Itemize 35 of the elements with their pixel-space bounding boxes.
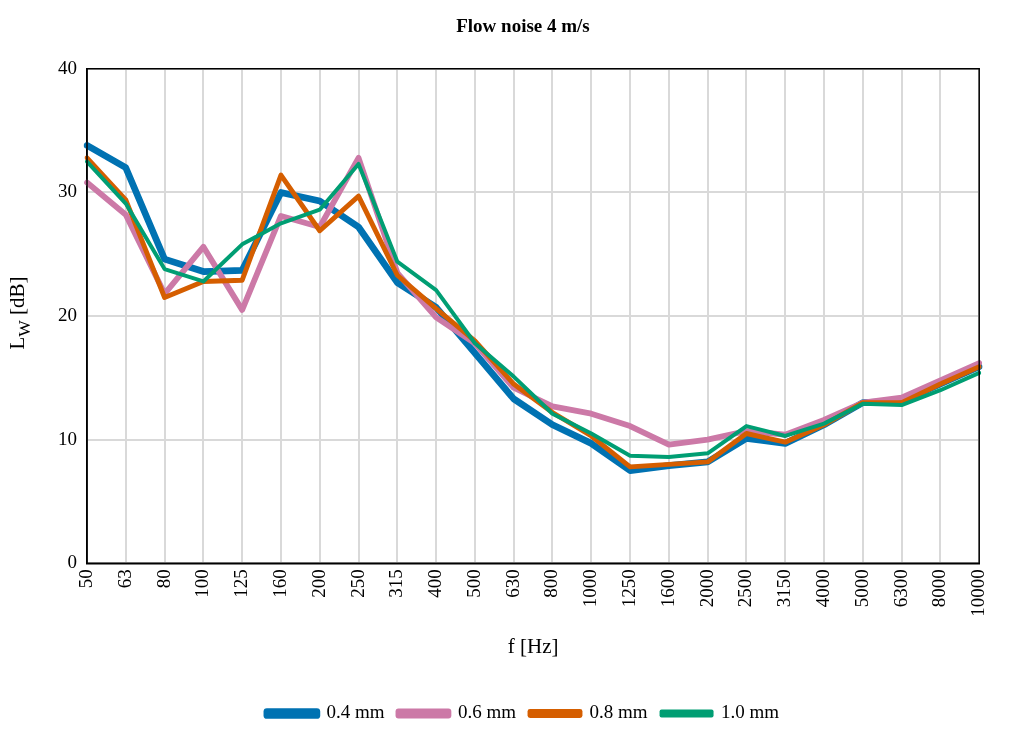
legend-label: 0.8 mm xyxy=(589,701,648,723)
y-tick-label: 20 xyxy=(58,304,77,326)
x-tick-label: 100 xyxy=(191,569,213,598)
chart-title: Flow noise 4 m/s xyxy=(456,15,590,37)
x-tick-label: 50 xyxy=(74,569,96,589)
x-tick-label: 1250 xyxy=(618,569,640,608)
legend-label: 0.4 mm xyxy=(326,701,385,723)
x-tick-label: 160 xyxy=(268,569,290,598)
x-tick-label: 800 xyxy=(540,569,562,598)
x-tick-label: 1000 xyxy=(579,569,601,608)
x-tick-label: 8000 xyxy=(928,569,950,608)
y-tick-label: 40 xyxy=(58,56,77,78)
legend-label: 1.0 mm xyxy=(721,701,780,723)
x-tick-label: 125 xyxy=(230,569,252,598)
x-tick-label: 80 xyxy=(152,569,174,589)
x-tick-label: 2500 xyxy=(734,569,756,608)
x-tick-label: 500 xyxy=(462,569,484,598)
x-tick-label: 6300 xyxy=(889,569,911,608)
x-tick-label: 5000 xyxy=(850,569,872,608)
x-tick-label: 250 xyxy=(346,569,368,598)
y-tick-label: 0 xyxy=(67,551,77,573)
x-tick-label: 3150 xyxy=(773,569,795,608)
x-tick-label: 400 xyxy=(424,569,446,598)
x-axis-title: f [Hz] xyxy=(507,633,559,658)
x-tick-label: 4000 xyxy=(812,569,834,608)
x-tick-label: 200 xyxy=(307,569,329,598)
y-tick-label: 30 xyxy=(58,180,77,202)
y-tick-label: 10 xyxy=(58,427,77,449)
x-tick-label: 63 xyxy=(113,569,135,589)
x-tick-label: 630 xyxy=(501,569,523,598)
x-tick-label: 10000 xyxy=(967,569,989,617)
x-tick-label: 1600 xyxy=(656,569,678,608)
legend-label: 0.6 mm xyxy=(457,701,517,723)
x-tick-label: 315 xyxy=(385,569,407,598)
x-tick-label: 2000 xyxy=(695,569,717,608)
